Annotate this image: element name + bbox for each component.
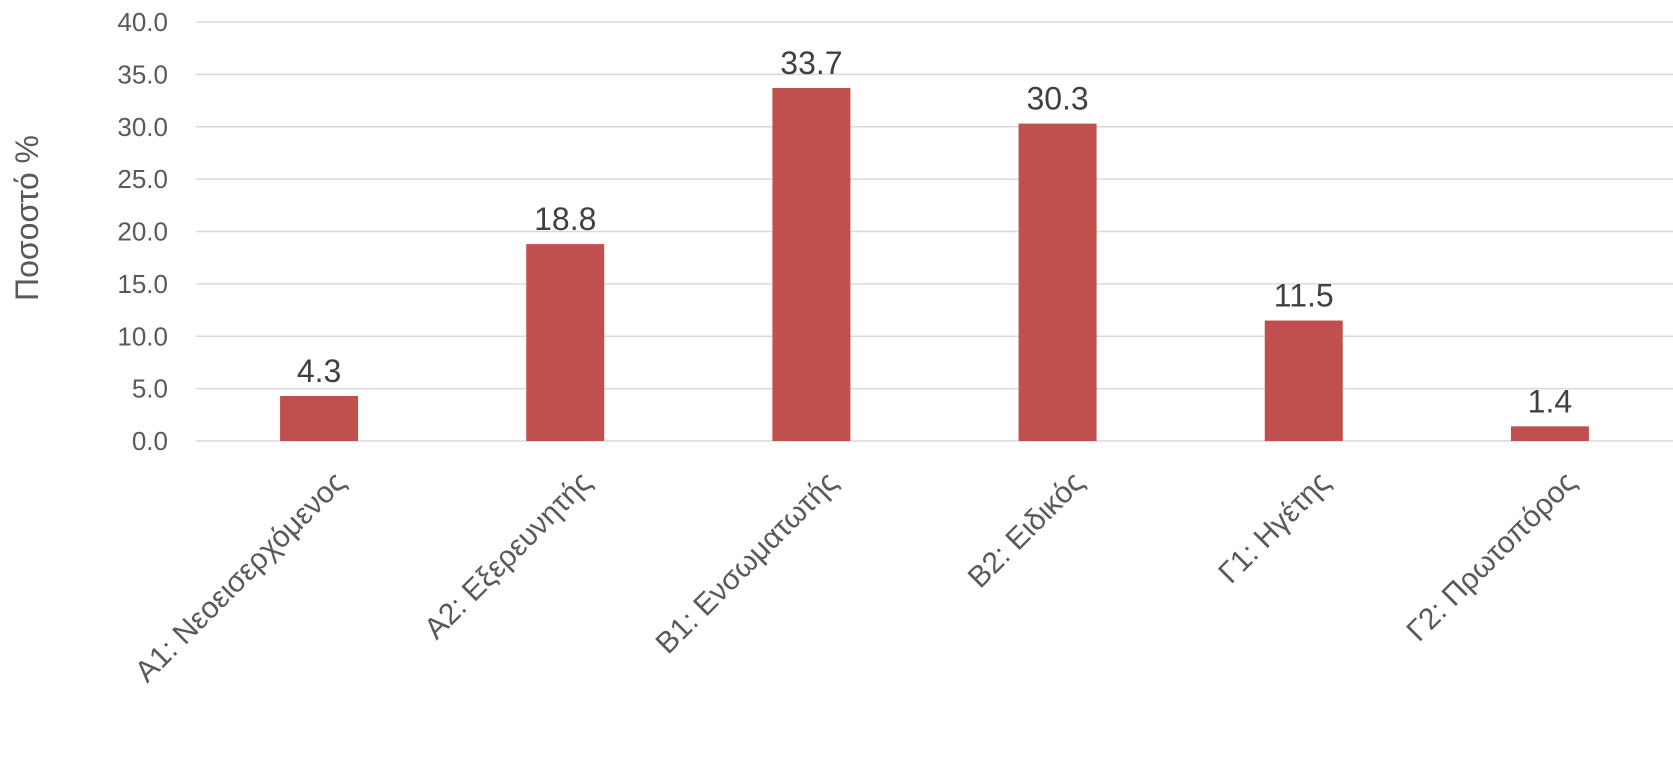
y-tick-label: 0.0	[132, 426, 168, 456]
data-label: 11.5	[1274, 278, 1334, 314]
gridlines	[196, 21, 1673, 442]
bar	[1018, 123, 1097, 442]
bar	[280, 395, 359, 441]
x-category-label: Α2: Εξερευνητής	[418, 466, 598, 646]
bar	[1510, 426, 1589, 441]
y-tick-label: 10.0	[117, 321, 168, 351]
data-label: 1.4	[1528, 383, 1572, 419]
x-category-label: Β1: Ενσωματωτής	[650, 466, 845, 661]
y-axis-ticks: 0.0 5.0 10.0 15.0 20.0 25.0 30.0 35.0 40.0	[117, 7, 168, 456]
x-category-label: Α1: Νεοεισερχόμενος	[129, 466, 352, 689]
y-axis-title: Ποσοστό %	[9, 135, 45, 301]
bar	[1264, 320, 1343, 441]
y-tick-label: 15.0	[117, 269, 168, 299]
x-category-label: Γ1: Ηγέτης	[1212, 466, 1336, 590]
y-tick-label: 5.0	[132, 374, 168, 404]
data-label: 30.3	[1026, 81, 1088, 117]
data-label: 4.3	[297, 353, 341, 389]
bar	[526, 244, 605, 441]
bars	[280, 87, 1589, 442]
y-tick-label: 30.0	[117, 112, 168, 142]
x-axis-category-labels: Α1: Νεοεισερχόμενος Α2: Εξερευνητής Β1: Εν…	[129, 466, 1583, 689]
x-category-label: Β2: Ειδικός	[962, 466, 1091, 595]
x-category-label: Γ2: Πρωτοπόρος	[1401, 466, 1583, 648]
data-label: 33.7	[780, 45, 842, 81]
data-label: 18.8	[534, 201, 596, 237]
y-tick-label: 35.0	[117, 59, 168, 89]
y-tick-label: 20.0	[117, 217, 168, 247]
bar	[772, 87, 851, 442]
y-tick-label: 25.0	[117, 164, 168, 194]
y-tick-label: 40.0	[117, 7, 168, 37]
data-labels: 4.3 18.8 33.7 30.3 11.5 1.4	[297, 45, 1572, 419]
